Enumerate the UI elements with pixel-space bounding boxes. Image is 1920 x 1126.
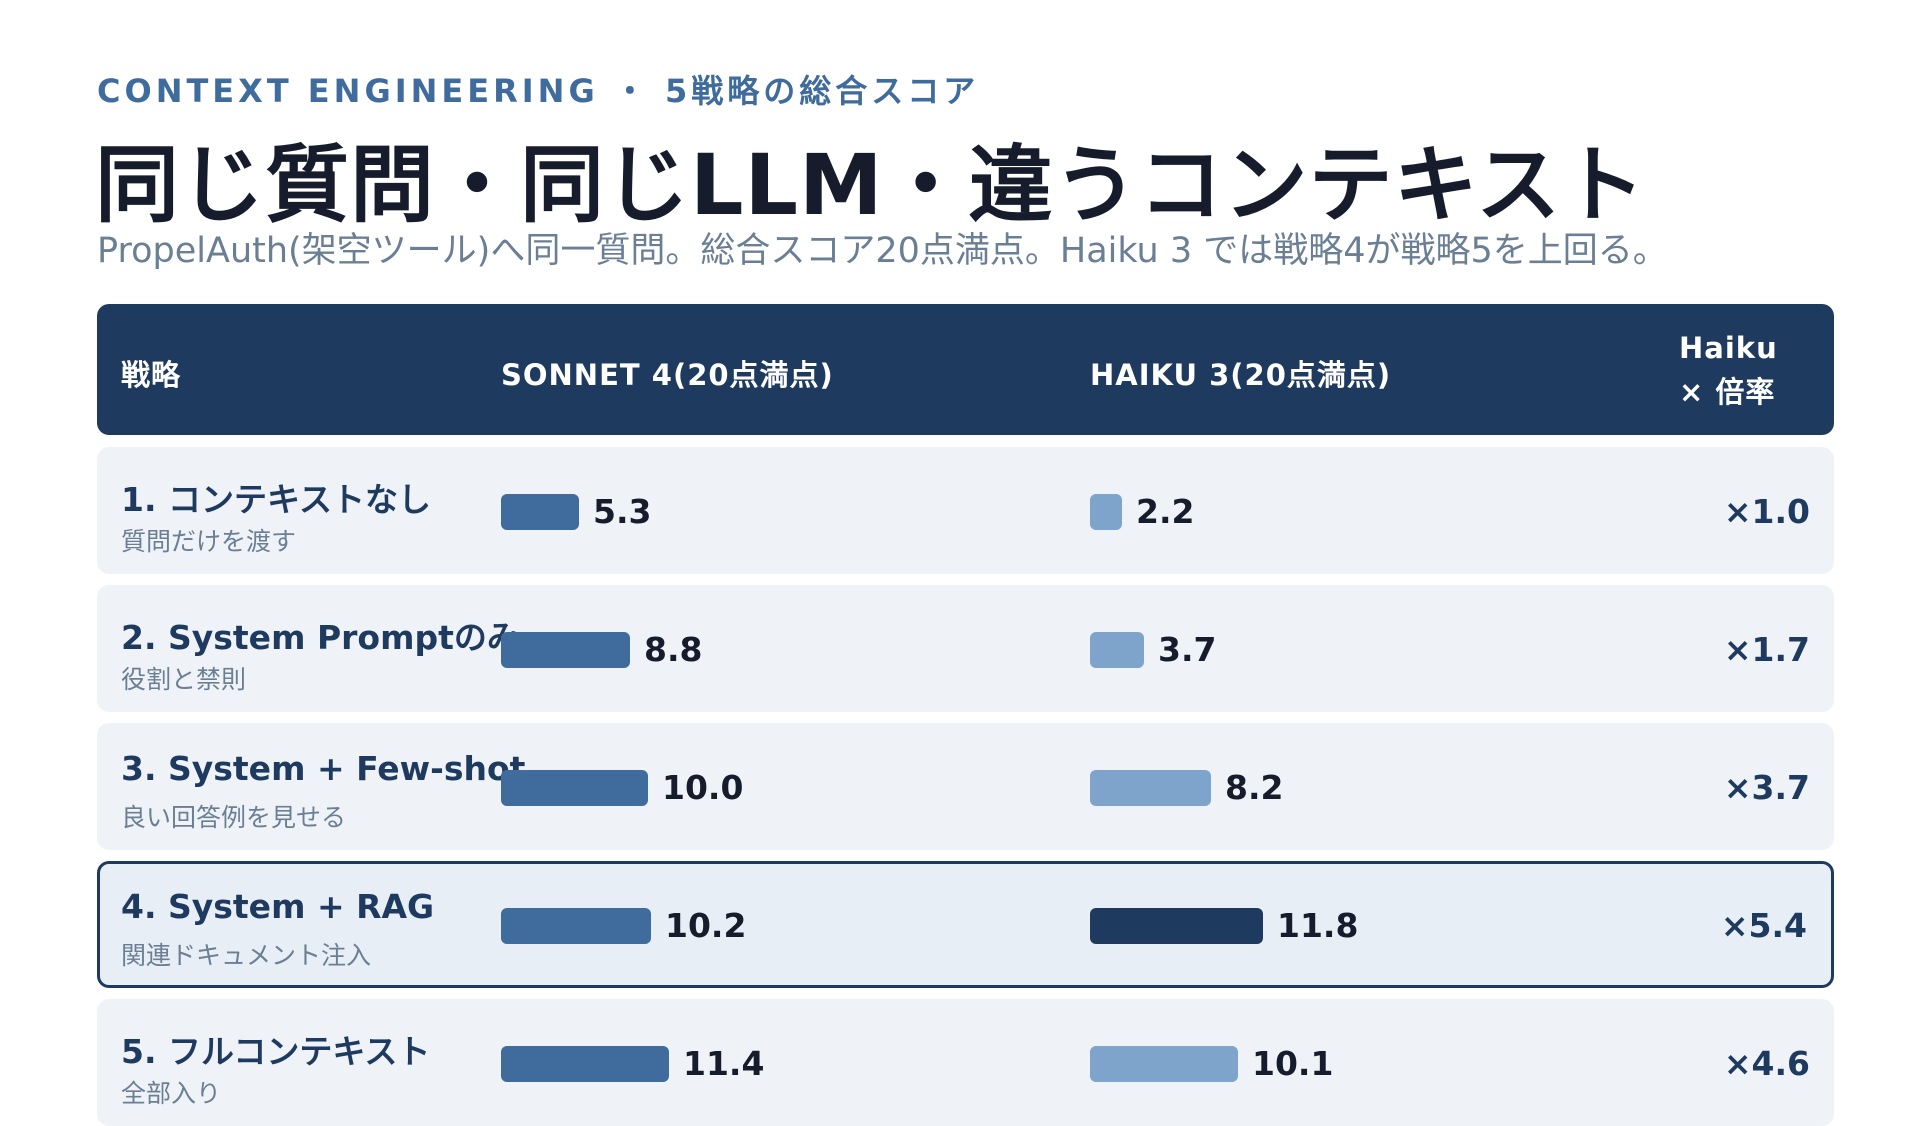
table-row: 4. System + RAG 関連ドキュメント注入 10.2 11.8 ×5.4: [97, 861, 1834, 988]
strategy-description: 質問だけを渡す: [121, 527, 297, 556]
column-header-multiplier-line2: × 倍率: [1679, 375, 1776, 409]
table-header: 戦略 SONNET 4(20点満点) HAIKU 3(20点満点) Haiku …: [97, 304, 1834, 435]
haiku-score-bar: [1090, 632, 1144, 668]
strategy-name: 3. System + Few-shot: [121, 749, 526, 788]
page-title: 同じ質問・同じLLM・違うコンテキスト: [95, 136, 1647, 234]
sonnet-score-label: 11.4: [683, 1044, 765, 1083]
haiku-score-bar: [1090, 1046, 1238, 1082]
eyebrow-label: CONTEXT ENGINEERING ・ 5戦略の総合スコア: [97, 72, 980, 110]
strategy-description: 役割と禁則: [121, 665, 247, 694]
haiku-score-bar: [1090, 494, 1122, 530]
page: CONTEXT ENGINEERING ・ 5戦略の総合スコア 同じ質問・同じL…: [95, 72, 1834, 1126]
haiku-multiplier: ×4.6: [1723, 1044, 1810, 1083]
sonnet-score-label: 10.2: [665, 906, 747, 945]
sonnet-score-label: 10.0: [662, 768, 744, 807]
column-header-multiplier: Haiku × 倍率: [1679, 326, 1799, 414]
column-header-sonnet: SONNET 4(20点満点): [501, 358, 834, 392]
column-header-multiplier-line1: Haiku: [1679, 331, 1778, 365]
sonnet-score-bar: [501, 632, 630, 668]
sonnet-score-bar: [501, 494, 579, 530]
haiku-multiplier: ×1.0: [1723, 492, 1810, 531]
sonnet-score-bar: [501, 1046, 669, 1082]
strategy-description: 全部入り: [121, 1079, 222, 1108]
sonnet-score-bar: [501, 770, 648, 806]
strategy-name: 5. フルコンテキスト: [121, 1032, 431, 1071]
haiku-score-label: 3.7: [1158, 630, 1217, 669]
sonnet-score-bar: [501, 908, 651, 944]
column-header-haiku: HAIKU 3(20点満点): [1090, 358, 1392, 392]
table-row: 5. フルコンテキスト全部入り 11.4 10.1 ×4.6: [97, 999, 1834, 1126]
haiku-score-bar: [1090, 908, 1263, 944]
strategy-name: 2. System Promptのみ: [121, 618, 520, 657]
table-row: 2. System Promptのみ役割と禁則 8.8 3.7 ×1.7: [97, 585, 1834, 712]
column-header-strategy: 戦略: [121, 358, 182, 392]
haiku-multiplier: ×5.4: [1720, 906, 1807, 945]
strategy-description: 関連ドキュメント注入: [121, 941, 372, 970]
strategy-name: 1. コンテキストなし: [121, 480, 431, 519]
haiku-multiplier: ×3.7: [1723, 768, 1810, 807]
score-table: 戦略 SONNET 4(20点満点) HAIKU 3(20点満点) Haiku …: [97, 304, 1834, 1126]
haiku-score-label: 10.1: [1252, 1044, 1334, 1083]
sonnet-score-label: 5.3: [593, 492, 652, 531]
haiku-score-label: 11.8: [1277, 906, 1359, 945]
haiku-score-bar: [1090, 770, 1211, 806]
table-row: 3. System + Few-shot 良い回答例を見せる 10.0 8.2 ×3.7: [97, 723, 1834, 850]
table-row: 1. コンテキストなし質問だけを渡す 5.3 2.2 ×1.0: [97, 447, 1834, 574]
haiku-multiplier: ×1.7: [1723, 630, 1810, 669]
haiku-score-label: 2.2: [1136, 492, 1195, 531]
strategy-description: 良い回答例を見せる: [121, 803, 347, 832]
haiku-score-label: 8.2: [1225, 768, 1284, 807]
page-subtitle: PropelAuth(架空ツール)へ同一質問。総合スコア20点満点。Haiku …: [97, 231, 1668, 271]
sonnet-score-label: 8.8: [644, 630, 703, 669]
strategy-name: 4. System + RAG: [121, 887, 435, 926]
